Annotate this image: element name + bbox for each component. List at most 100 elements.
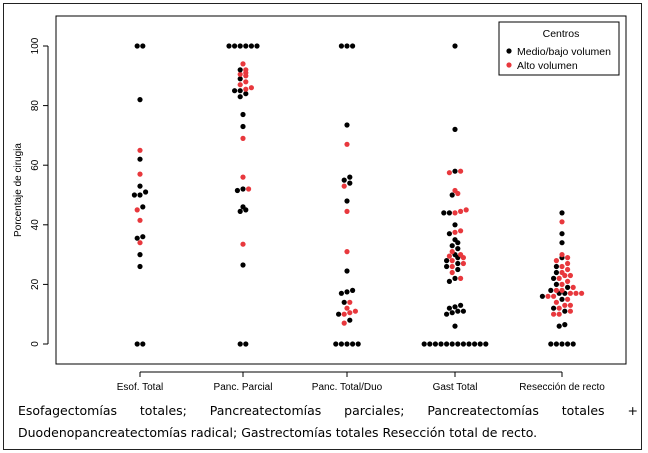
data-point-medio-bajo (565, 341, 571, 347)
data-point-alto (446, 253, 452, 259)
caption-word: Pancreatectomías (209, 403, 322, 418)
data-point-alto (458, 275, 464, 281)
y-tick-label: 40 (30, 219, 41, 231)
legend: Centros Medio/bajo volumen Alto volumen (498, 21, 620, 76)
data-point-medio-bajo (131, 192, 137, 198)
x-tick-label: Gast Total (433, 382, 478, 393)
data-point-alto (553, 258, 560, 264)
data-point-alto (559, 263, 565, 270)
dot-plot-chart: 0 20 40 60 80 100 Esof. Total Panc. Parcial Pan… (13, 15, 627, 393)
caption-word: totales; (139, 403, 187, 418)
data-point-medio-bajo (137, 252, 143, 258)
data-point-medio-bajo (559, 231, 565, 237)
data-point-medio-bajo (240, 123, 246, 130)
data-point-alto (551, 311, 557, 317)
data-point-medio-bajo (455, 341, 461, 347)
data-point-medio-bajo (452, 275, 458, 281)
caption-word: totales (561, 403, 605, 418)
data-point-alto (553, 299, 560, 305)
data-point-medio-bajo (556, 323, 562, 329)
data-point-medio-bajo (548, 287, 554, 293)
legend-title: Centros (543, 28, 580, 40)
data-point-medio-bajo (458, 302, 464, 308)
data-point-medio-bajo (449, 310, 455, 316)
data-point-medio-bajo (452, 168, 458, 174)
legend-label-medio-bajo: Medio/bajo volumen (517, 46, 611, 58)
data-point-medio-bajo (562, 308, 568, 314)
legend-box (498, 21, 620, 76)
data-point-medio-bajo (444, 311, 450, 317)
data-point-medio-bajo (338, 43, 344, 49)
data-point-alto (344, 305, 350, 311)
data-point-medio-bajo (559, 210, 565, 216)
data-point-medio-bajo (237, 208, 243, 214)
data-point-alto (458, 252, 464, 258)
data-point-medio-bajo (559, 240, 565, 246)
data-point-medio-bajo (341, 177, 347, 183)
data-point-alto (556, 305, 562, 311)
data-point-medio-bajo (446, 210, 452, 216)
data-point-medio-bajo (137, 183, 143, 189)
data-point-medio-bajo (137, 263, 143, 270)
data-point-alto (137, 171, 143, 177)
data-point-medio-bajo (341, 299, 347, 305)
data-point-medio-bajo (237, 94, 243, 100)
data-point-medio-bajo (446, 305, 452, 311)
data-point-alto (352, 308, 358, 314)
data-point-alto (570, 284, 576, 290)
legend-marker-alto (506, 62, 512, 68)
data-point-medio-bajo (466, 341, 472, 347)
data-point-medio-bajo (455, 260, 461, 267)
data-point-medio-bajo (338, 290, 344, 296)
data-point-medio-bajo (452, 237, 458, 243)
data-points (131, 43, 585, 347)
data-point-alto (344, 208, 350, 214)
data-point-alto (567, 290, 574, 296)
data-point-alto (341, 320, 347, 326)
data-point-alto (567, 272, 574, 279)
data-point-medio-bajo (441, 210, 447, 216)
data-point-medio-bajo (477, 341, 483, 347)
data-point-alto (347, 310, 353, 316)
data-point-medio-bajo (240, 262, 246, 268)
data-point-medio-bajo (551, 305, 557, 311)
data-point-medio-bajo (347, 317, 353, 323)
data-point-medio-bajo (472, 341, 478, 347)
y-tick-label: 20 (30, 278, 41, 290)
data-point-medio-bajo (452, 304, 458, 310)
caption-word: Pancreatectomías (427, 403, 539, 418)
caption-word: parciales; (344, 403, 405, 418)
x-tick-label: Panc. Total/Duo (312, 382, 383, 393)
data-point-medio-bajo (237, 341, 243, 347)
data-point-alto (243, 86, 249, 92)
data-point-alto (240, 241, 246, 247)
data-point-alto (556, 311, 562, 317)
data-point-alto (248, 85, 254, 91)
data-point-medio-bajo (444, 258, 450, 264)
data-point-medio-bajo (237, 88, 243, 94)
data-point-medio-bajo (551, 275, 557, 281)
y-tick-label: 60 (30, 159, 41, 171)
data-point-medio-bajo (140, 204, 146, 210)
data-point-medio-bajo (140, 341, 146, 347)
data-point-medio-bajo (137, 192, 143, 198)
data-point-medio-bajo (344, 198, 350, 204)
data-point-medio-bajo (355, 341, 361, 347)
data-point-medio-bajo (232, 88, 238, 94)
data-point-alto (134, 207, 140, 213)
data-point-medio-bajo (232, 43, 238, 49)
data-point-medio-bajo (559, 341, 565, 347)
data-point-alto (449, 269, 455, 276)
y-tick-label: 0 (30, 341, 41, 347)
data-point-medio-bajo (438, 341, 444, 347)
data-point-alto (240, 61, 246, 67)
data-point-medio-bajo (553, 263, 560, 270)
data-point-alto (460, 260, 466, 267)
y-axis-label: Porcentaje de cirugia (13, 143, 24, 237)
data-point-alto (446, 170, 452, 176)
data-point-alto (559, 252, 565, 258)
data-point-medio-bajo (137, 156, 143, 162)
data-point-medio-bajo (452, 43, 458, 49)
data-point-medio-bajo (455, 308, 461, 314)
data-point-alto (452, 187, 458, 194)
